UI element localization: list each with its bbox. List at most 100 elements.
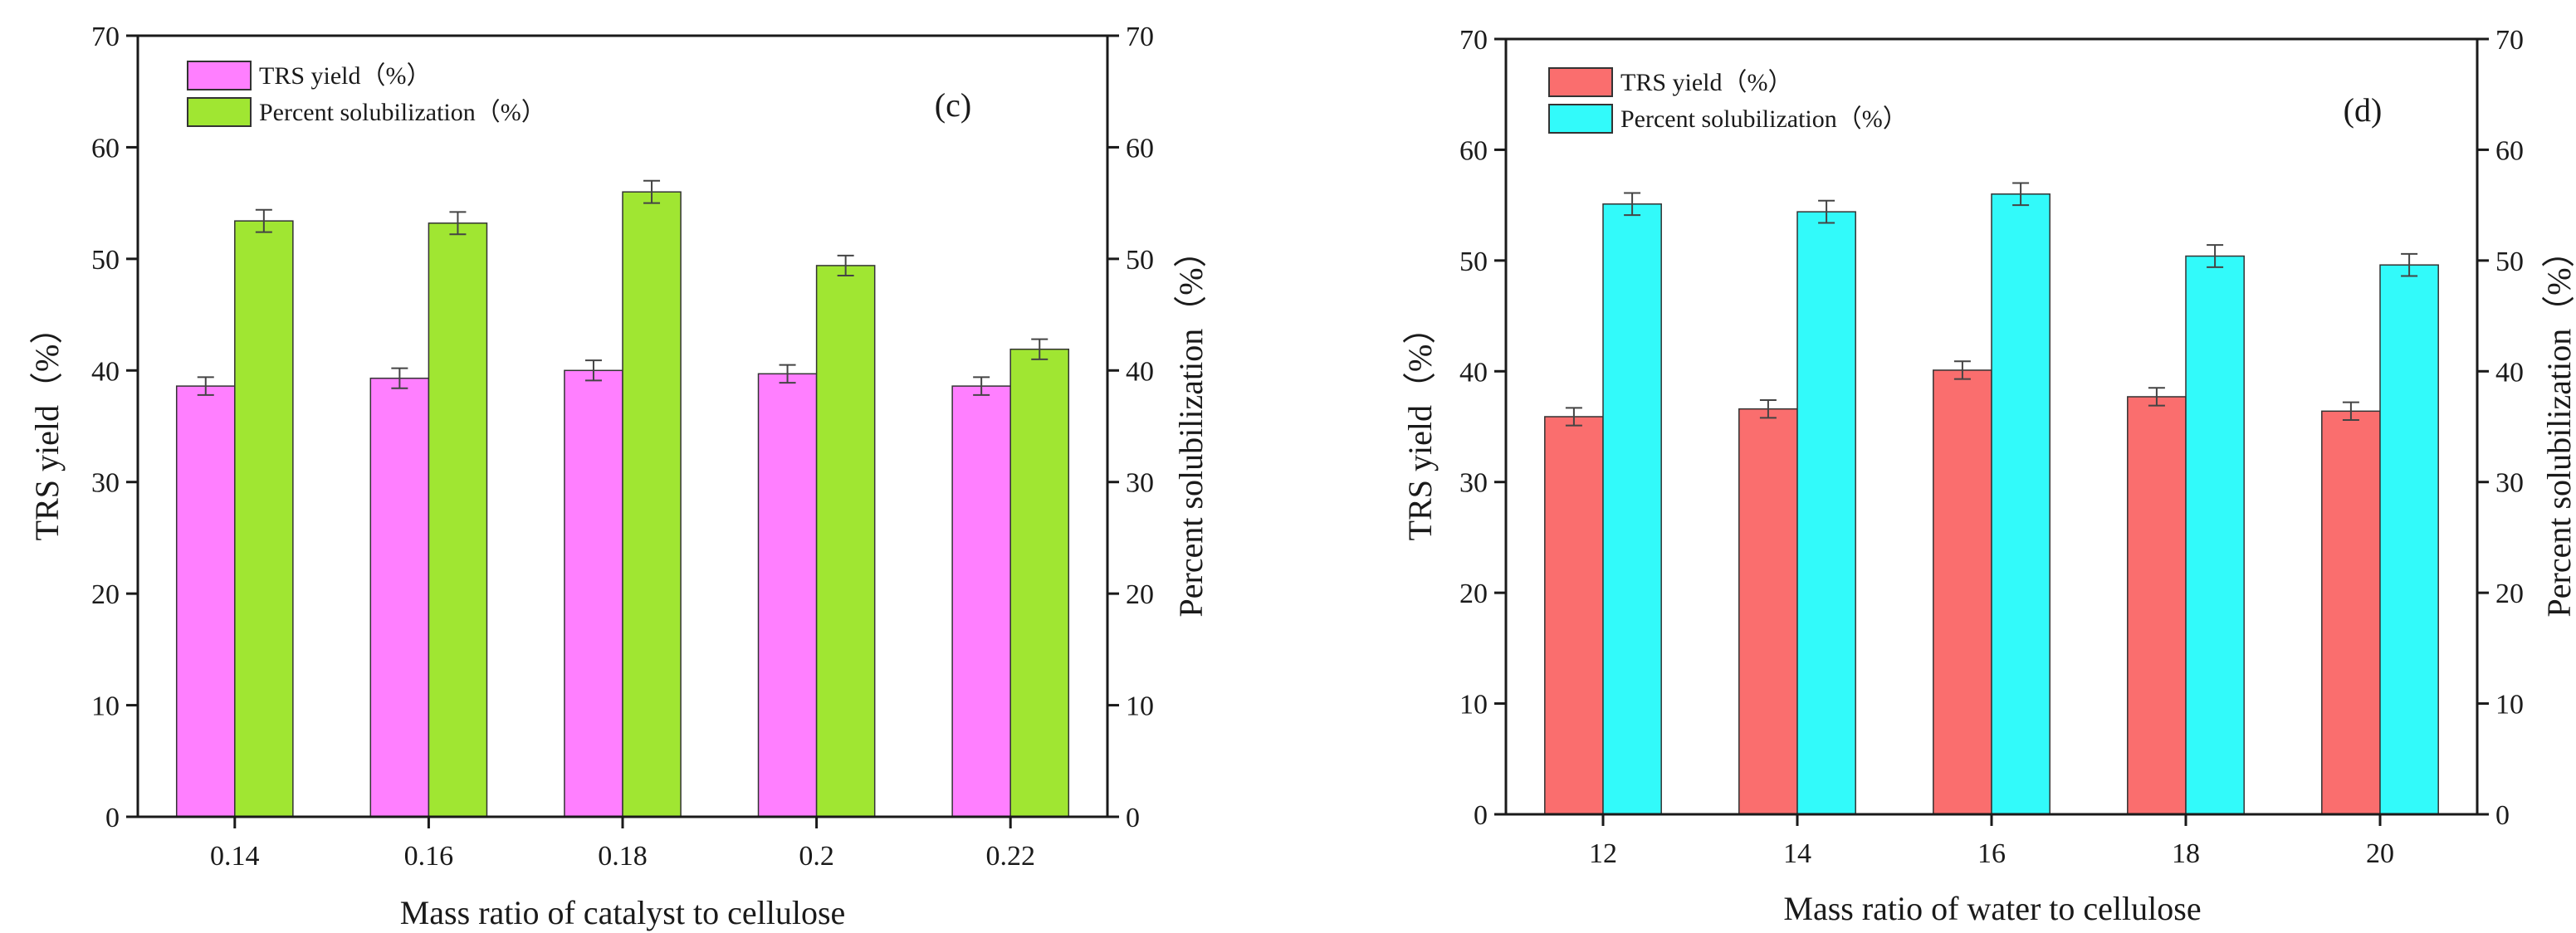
y-tick-label: 60 [91,133,120,164]
error-bar-percent-solubilization [643,179,661,204]
y2-tick-label: 70 [1126,22,1154,52]
panel-c-y-tick-labels: 0 10 20 30 40 50 60 70 [91,22,120,833]
panel-d-tick-marks [1494,37,2489,826]
panel-d-x-axis-title: Mass ratio of water to cellulose [1783,890,2201,927]
legend-label-trs-yield: TRS yield（%） [259,62,432,90]
x-tick-label: 0.16 [404,841,454,872]
error-bar-percent-solubilization [837,254,854,277]
bar-trs-yield [1933,369,1992,815]
y2-tick-label: 50 [2495,247,2524,277]
y2-tick-label: 70 [2495,25,2524,56]
y2-tick-label: 60 [1126,133,1154,164]
y2-tick-label: 0 [1126,803,1140,833]
y2-tick-label: 30 [1126,468,1154,499]
error-bar-trs-yield [1953,360,1971,380]
x-tick-label: 0.18 [598,841,648,872]
y2-tick-label: 40 [2495,357,2524,388]
y-tick-label: 50 [1459,247,1488,277]
y2-tick-label: 0 [2495,800,2510,831]
y-tick-label: 40 [1459,357,1488,388]
panel-d-legend: TRS yield（%） Percent solubilization（%） [1548,67,1908,134]
panel-c-y-axis-title: TRS yield（%） [28,311,66,541]
legend-swatch-percent-solubilization [1548,104,1613,134]
error-bar-trs-yield [584,359,602,382]
x-tick-label: 0.14 [210,841,260,872]
y-tick-label: 30 [1459,468,1488,499]
y2-tick-label: 50 [1126,245,1154,276]
y-tick-label: 10 [91,691,120,722]
bar-trs-yield [369,377,430,818]
bar-percent-solubilization [622,191,682,818]
y2-tick-label: 40 [1126,356,1154,387]
x-tick-label: 16 [1977,838,2006,869]
panel-c-legend: TRS yield（%） Percent solubilization（%） [187,61,546,127]
bar-percent-solubilization [1991,193,2051,815]
bar-percent-solubilization [1009,348,1070,818]
bar-trs-yield [1544,416,1604,815]
legend-swatch-percent-solubilization [187,97,252,127]
bar-trs-yield [1738,408,1798,815]
panel-c-error-bars [197,179,1048,396]
bar-trs-yield [175,385,236,818]
y2-tick-label: 10 [1126,691,1154,722]
x-tick-label: 12 [1589,838,1617,869]
x-tick-label: 0.2 [799,841,834,872]
y2-tick-label: 10 [2495,690,2524,721]
y-tick-label: 20 [91,579,120,610]
legend-label-percent-solubilization: Percent solubilization（%） [1620,105,1908,133]
y-tick-label: 20 [1459,579,1488,609]
error-bar-percent-solubilization [1031,338,1048,360]
y-tick-label: 60 [1459,135,1488,166]
error-bar-trs-yield [197,376,214,396]
error-bar-trs-yield [2342,401,2359,421]
error-bar-percent-solubilization [1624,192,1641,217]
error-bar-percent-solubilization [255,208,272,233]
panel-d-error-bars [1565,182,2418,427]
bar-percent-solubilization [2379,264,2439,815]
panel-c-y2-tick-labels: 0 10 20 30 40 50 60 70 [1126,22,1154,833]
bar-percent-solubilization [815,265,876,818]
y-tick-label: 40 [91,356,120,387]
bar-trs-yield [2321,410,2381,815]
bar-percent-solubilization [2185,255,2245,815]
y2-tick-label: 20 [2495,579,2524,609]
panel-c-bars [175,191,1070,818]
error-bar-percent-solubilization [1818,199,1835,224]
error-bar-trs-yield [1565,407,1582,427]
legend-label-percent-solubilization: Percent solubilization（%） [259,99,546,126]
panel-c-y2-axis-title: Percent solubilization（%） [1172,234,1210,617]
panel-d-x-tick-labels: 12 14 16 18 20 [1589,838,2394,869]
y2-tick-label: 20 [1126,579,1154,610]
y-tick-label: 0 [1474,800,1488,831]
x-tick-label: 18 [2172,838,2200,869]
bar-percent-solubilization [234,220,294,818]
y-tick-label: 70 [91,22,120,52]
panel-d-y2-tick-labels: 0 10 20 30 40 50 60 70 [2495,25,2524,831]
bar-trs-yield [951,385,1011,818]
y-tick-label: 10 [1459,690,1488,721]
panel-d-bars [1544,193,2439,815]
chart-panel-d: 0 10 20 30 40 50 60 70 0 10 20 30 40 50 … [1401,25,2576,927]
error-bar-percent-solubilization [2401,252,2418,277]
error-bar-percent-solubilization [2207,244,2224,268]
panel-c-x-axis-title: Mass ratio of catalyst to cellulose [400,894,846,931]
error-bar-percent-solubilization [2012,182,2030,207]
bar-trs-yield [564,369,623,818]
error-bar-trs-yield [391,367,408,389]
legend-label-trs-yield: TRS yield（%） [1620,69,1793,96]
error-bar-percent-solubilization [449,211,467,236]
legend-swatch-trs-yield [187,61,252,90]
bar-percent-solubilization [1602,203,1662,815]
legend-swatch-trs-yield [1548,67,1613,97]
y-tick-label: 50 [91,245,120,276]
panel-d-label: (d) [2344,91,2383,129]
chart-panel-c: 0 10 20 30 40 50 60 70 0 10 20 30 40 50 … [28,22,1210,931]
bar-percent-solubilization [1796,211,1856,815]
y2-tick-label: 30 [2495,468,2524,499]
panel-c-label: (c) [935,86,971,124]
panel-d-y2-axis-title: Percent solubilization（%） [2540,234,2576,617]
y2-tick-label: 60 [2495,135,2524,166]
error-bar-trs-yield [2148,387,2165,407]
panel-c-x-tick-labels: 0.14 0.16 0.18 0.2 0.22 [210,841,1035,872]
